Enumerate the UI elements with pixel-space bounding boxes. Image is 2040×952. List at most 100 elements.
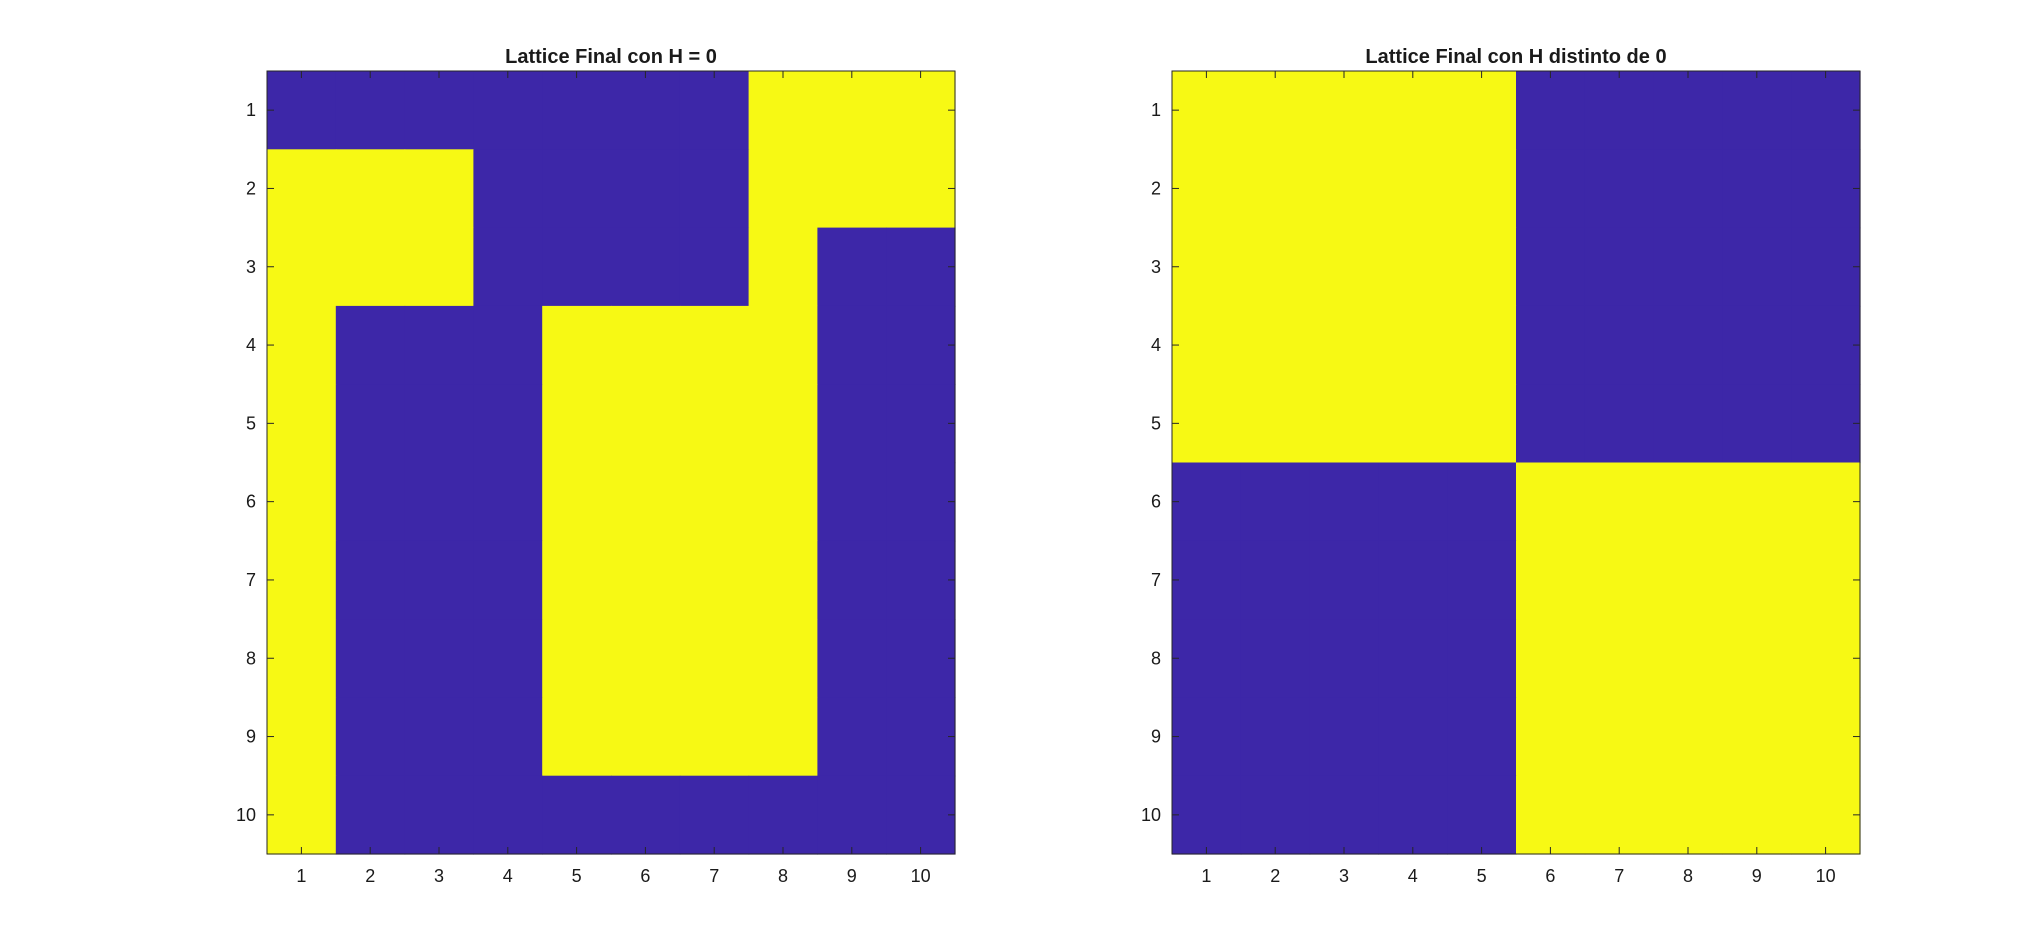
heatmap-cell <box>1240 305 1311 385</box>
heatmap-cell <box>817 227 887 307</box>
heatmap-cell <box>611 619 681 698</box>
heatmap-cell <box>1240 149 1311 229</box>
heatmap-cell <box>542 305 612 385</box>
heatmap-cell <box>335 71 406 150</box>
y-tick-label: 2 <box>1151 178 1161 198</box>
x-tick-label: 5 <box>572 866 582 886</box>
heatmap-cell <box>1653 462 1723 542</box>
heatmap-cell <box>1653 697 1723 777</box>
heatmap-cell <box>267 462 337 542</box>
heatmap-cell <box>1584 775 1655 855</box>
heatmap-cell <box>1584 227 1655 307</box>
heatmap-cell <box>335 619 406 698</box>
heatmap-cell <box>1172 384 1242 464</box>
heatmap-cell <box>1516 305 1586 385</box>
heatmap-cell <box>1172 462 1242 542</box>
heatmap-cell <box>335 384 406 464</box>
heatmap-cell <box>1516 71 1586 150</box>
x-tick-label: 1 <box>296 866 306 886</box>
heatmap-cell <box>1791 540 1861 620</box>
heatmap-cell <box>1309 619 1379 698</box>
heatmap-cell <box>886 71 956 150</box>
heatmap-cell <box>886 305 956 385</box>
heatmap-cell <box>817 540 887 620</box>
heatmap-cell <box>1309 697 1379 777</box>
x-tick-label: 10 <box>911 866 931 886</box>
heatmap-cell <box>1584 71 1655 150</box>
heatmap-cell <box>748 540 818 620</box>
heatmap-cell <box>473 384 543 464</box>
heatmap-cell <box>1378 775 1448 855</box>
heatmap-cell <box>679 462 750 542</box>
heatmap-cell <box>1240 775 1311 855</box>
y-tick-label: 8 <box>246 648 256 668</box>
heatmap-cell <box>542 619 612 698</box>
heatmap-cell <box>267 305 337 385</box>
heatmap-cell <box>886 697 956 777</box>
x-tick-label: 4 <box>503 866 513 886</box>
heatmap-cell <box>1309 305 1379 385</box>
heatmap-cell <box>542 149 612 229</box>
heatmap-cell <box>1378 384 1448 464</box>
heatmap-cell <box>1447 775 1517 855</box>
heatmap-cell <box>1791 619 1861 698</box>
y-tick-label: 3 <box>1151 257 1161 277</box>
heatmap-cell <box>1584 462 1655 542</box>
heatmap-cell <box>473 540 543 620</box>
y-tick-label: 2 <box>246 178 256 198</box>
y-tick-label: 5 <box>246 413 256 433</box>
heatmap-cell <box>1447 305 1517 385</box>
heatmap-cell <box>1378 305 1448 385</box>
heatmap-cell <box>886 540 956 620</box>
heatmap-cell <box>679 227 750 307</box>
heatmap-cell <box>1172 540 1242 620</box>
heatmap-cell <box>748 305 818 385</box>
heatmap-cell <box>1378 540 1448 620</box>
heatmap-cell <box>748 227 818 307</box>
axes-frame-left <box>266 70 956 855</box>
y-tick-label: 10 <box>236 805 256 825</box>
heatmap-cell <box>1584 540 1655 620</box>
x-tick-label: 1 <box>1201 866 1211 886</box>
heatmap-cell <box>611 775 681 855</box>
heatmap-cell <box>748 462 818 542</box>
heatmap-cell <box>611 71 681 150</box>
heatmap-cell <box>611 697 681 777</box>
plot-title-right: Lattice Final con H distinto de 0 <box>1365 46 1666 68</box>
heatmap-cell <box>679 775 750 855</box>
heatmap-cell <box>1240 540 1311 620</box>
heatmap-cell <box>335 775 406 855</box>
y-ticks-left: 1 2 3 4 5 6 7 8 9 10 <box>236 100 955 825</box>
heatmap-cell <box>473 305 543 385</box>
heatmap-cell <box>473 71 543 150</box>
heatmap-cell <box>886 384 956 464</box>
x-tick-label: 2 <box>365 866 375 886</box>
heatmap-cell <box>1447 462 1517 542</box>
heatmap-cell <box>542 227 612 307</box>
heatmap-cell <box>1240 462 1311 542</box>
heatmap-cell <box>1172 149 1242 229</box>
heatmap-cell <box>679 384 750 464</box>
x-tick-label: 10 <box>1816 866 1836 886</box>
heatmap-cell <box>1516 384 1586 464</box>
heatmap-cell <box>817 462 887 542</box>
heatmap-cell <box>1172 305 1242 385</box>
heatmap-cell <box>473 697 543 777</box>
heatmap-cell <box>611 384 681 464</box>
heatmap-cell <box>817 149 887 229</box>
heatmap-cell <box>473 775 543 855</box>
heatmap-cell <box>748 619 818 698</box>
heatmap-cell <box>611 462 681 542</box>
heatmap-cell <box>404 697 474 777</box>
heatmap-cell <box>611 305 681 385</box>
heatmap-cell <box>473 149 543 229</box>
subplot-left: Lattice Final con H = 0 1 2 3 4 5 6 7 8 9 10 1 2 3 4… <box>236 46 956 886</box>
heatmap-cell <box>1172 71 1242 150</box>
heatmap-cell <box>817 71 887 150</box>
heatmap-cell <box>1722 697 1792 777</box>
x-tick-label: 8 <box>1683 866 1693 886</box>
heatmap-cell <box>404 71 474 150</box>
y-tick-label: 9 <box>1151 727 1161 747</box>
heatmap-cell <box>1722 227 1792 307</box>
heatmap-cell <box>748 384 818 464</box>
